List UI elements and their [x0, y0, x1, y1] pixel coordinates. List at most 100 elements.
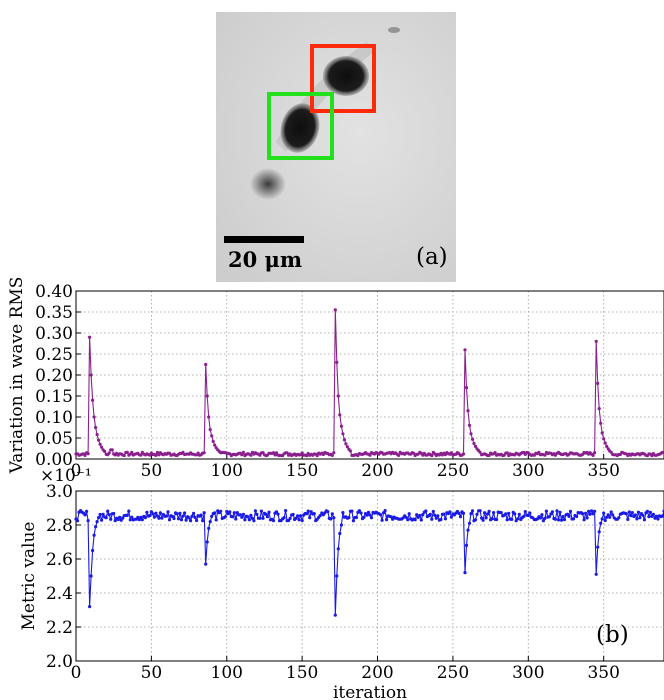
data-point — [94, 525, 98, 529]
data-point — [207, 526, 211, 531]
data-point — [406, 518, 410, 522]
data-point — [145, 510, 149, 514]
data-point — [484, 516, 488, 520]
data-point — [214, 518, 218, 522]
y-tick-label: 2.8 — [46, 516, 73, 536]
y-tick-label: 2.2 — [46, 618, 73, 638]
x-tick-label: 350 — [587, 663, 619, 683]
x-tick-label: 0 — [71, 461, 82, 481]
data-point — [651, 512, 656, 517]
data-point — [247, 518, 251, 522]
data-point — [204, 362, 208, 367]
data-point — [305, 512, 309, 516]
data-point — [271, 519, 276, 523]
data-point — [366, 510, 371, 514]
data-point — [189, 519, 193, 523]
scale-bar-label: 20 μm — [228, 247, 302, 272]
data-point — [86, 452, 90, 456]
data-point — [523, 510, 527, 514]
data-point — [605, 444, 609, 448]
data-point — [608, 515, 612, 519]
y-tick-label: 0.30 — [35, 324, 73, 344]
data-point — [483, 511, 487, 515]
data-point — [95, 520, 99, 524]
data-point — [172, 516, 176, 521]
data-point — [97, 516, 101, 520]
x-tick-label: 50 — [141, 663, 163, 683]
data-point — [603, 441, 607, 445]
data-point — [83, 453, 87, 457]
data-point — [504, 512, 508, 516]
data-point — [97, 438, 101, 442]
data-point — [210, 514, 214, 519]
data-point — [599, 521, 603, 525]
data-point — [195, 518, 199, 523]
y-tick-label: 0.10 — [35, 408, 73, 428]
data-point — [430, 517, 434, 521]
data-point — [267, 510, 271, 514]
data-point — [335, 574, 339, 578]
data-point — [464, 386, 469, 390]
data-point — [347, 516, 351, 520]
data-point — [439, 517, 443, 522]
data-point — [139, 453, 143, 457]
data-point — [389, 515, 393, 519]
data-point — [219, 509, 223, 513]
data-point — [596, 381, 600, 385]
data-point — [130, 515, 134, 519]
data-point — [92, 533, 96, 537]
x-tick-label: 0 — [71, 663, 82, 683]
data-point — [113, 519, 117, 523]
x-tick-label: 100 — [211, 461, 243, 481]
data-point — [528, 511, 532, 515]
data-point — [241, 450, 245, 454]
data-point — [338, 413, 342, 417]
panel-label-b: (b) — [596, 622, 629, 648]
data-point — [151, 512, 155, 516]
data-point — [232, 511, 236, 515]
data-point — [600, 517, 604, 521]
data-point — [493, 451, 497, 455]
data-point — [167, 518, 172, 522]
data-point — [299, 514, 303, 518]
scale-bar — [224, 236, 304, 243]
data-point — [458, 515, 463, 519]
data-point — [192, 511, 196, 515]
data-point — [486, 512, 490, 516]
data-point — [555, 509, 559, 513]
metric-value-chart: 2.0 2.2 2.4 2.6 2.8 3.0 0 50 100 150 200 250 300 350 M… — [19, 482, 664, 683]
data-point — [571, 517, 576, 521]
data-point — [584, 511, 588, 515]
data-point — [606, 513, 610, 517]
data-point — [333, 308, 337, 312]
data-point — [121, 516, 125, 520]
data-point — [100, 445, 104, 449]
data-point — [350, 509, 354, 513]
data-point — [306, 509, 310, 513]
y-tick-label: 0.15 — [35, 387, 73, 407]
data-point — [223, 515, 227, 519]
data-point — [558, 510, 562, 514]
data-point — [562, 518, 567, 522]
data-point — [517, 512, 521, 517]
data-point — [466, 528, 470, 532]
data-point — [329, 517, 333, 521]
data-point — [100, 518, 104, 522]
data-point — [339, 424, 343, 428]
data-point — [255, 512, 259, 517]
data-point — [94, 425, 98, 430]
data-point — [202, 451, 206, 455]
data-point — [597, 530, 601, 534]
data-point — [627, 510, 631, 514]
data-point — [516, 517, 520, 521]
data-point — [522, 514, 526, 519]
data-point — [98, 512, 102, 517]
data-point — [148, 513, 152, 518]
data-point — [238, 513, 242, 517]
data-point — [561, 514, 565, 519]
y-tick-label: 0.20 — [35, 366, 73, 386]
cell-upper — [323, 56, 369, 96]
data-point — [567, 514, 571, 519]
offset-text: ×10⁻¹ — [40, 466, 92, 486]
data-point — [246, 515, 250, 519]
